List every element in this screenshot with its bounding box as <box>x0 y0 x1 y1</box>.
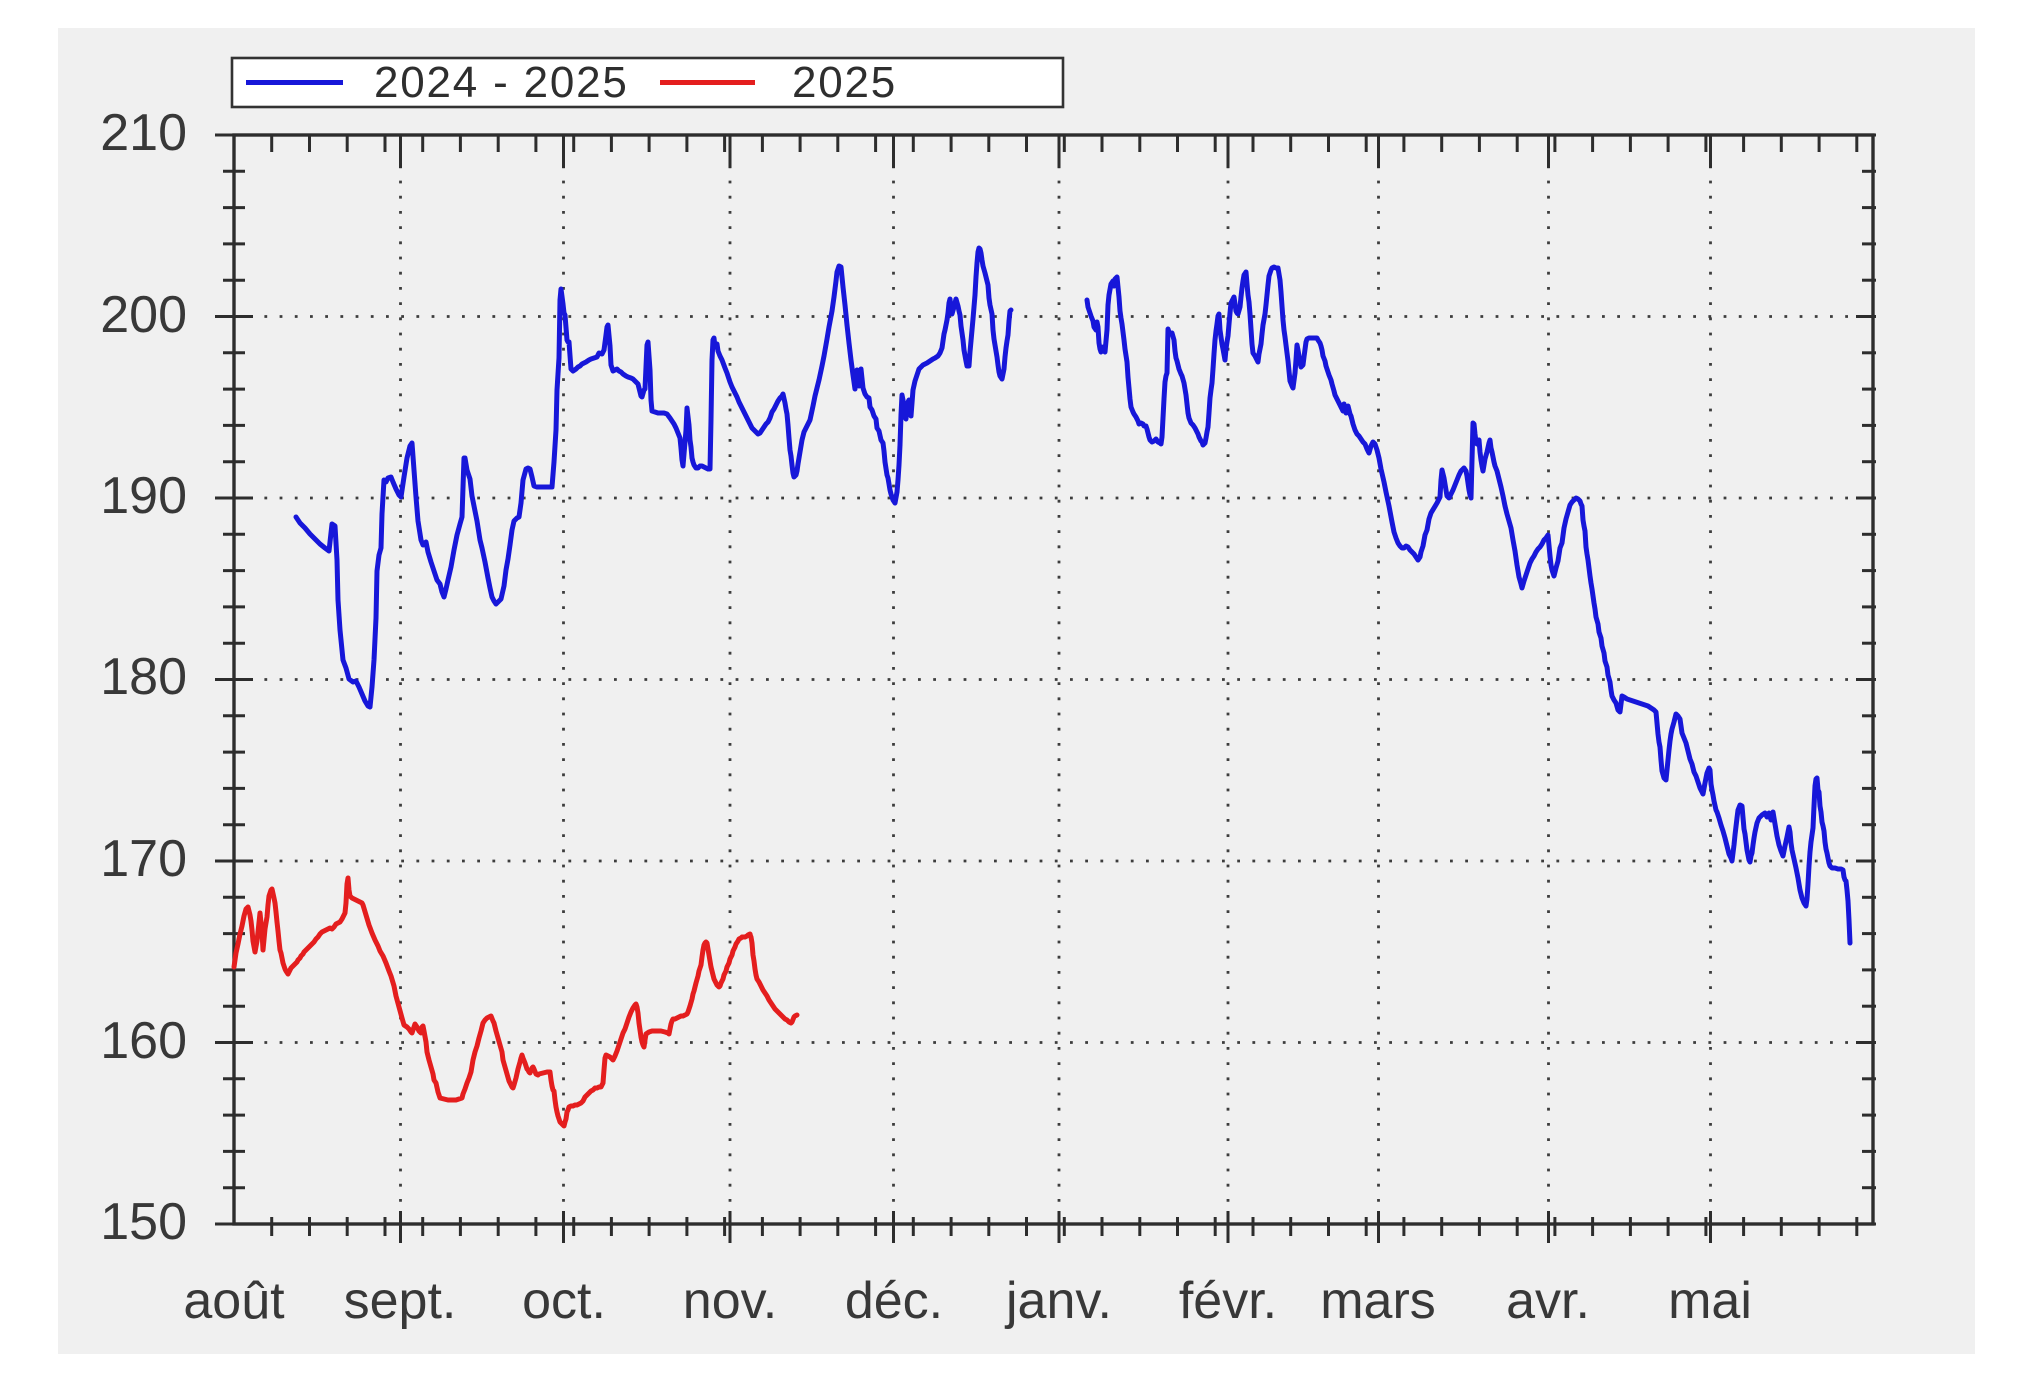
svg-text:160: 160 <box>100 1012 187 1070</box>
svg-text:mars: mars <box>1320 1272 1436 1330</box>
svg-text:août: août <box>183 1272 285 1330</box>
svg-text:180: 180 <box>100 648 187 706</box>
svg-text:150: 150 <box>100 1193 187 1251</box>
svg-text:sept.: sept. <box>344 1272 457 1330</box>
svg-text:200: 200 <box>100 286 187 344</box>
svg-text:oct.: oct. <box>522 1272 606 1330</box>
svg-text:2025: 2025 <box>792 58 897 107</box>
svg-text:déc.: déc. <box>845 1272 943 1330</box>
svg-text:avr.: avr. <box>1506 1272 1590 1330</box>
svg-text:nov.: nov. <box>683 1272 777 1330</box>
svg-text:mai: mai <box>1668 1272 1752 1330</box>
svg-text:190: 190 <box>100 467 187 525</box>
svg-text:170: 170 <box>100 830 187 888</box>
svg-text:2024 - 2025: 2024 - 2025 <box>374 58 629 107</box>
svg-text:févr.: févr. <box>1179 1272 1277 1330</box>
svg-text:janv.: janv. <box>1004 1272 1112 1330</box>
svg-text:210: 210 <box>100 104 187 162</box>
